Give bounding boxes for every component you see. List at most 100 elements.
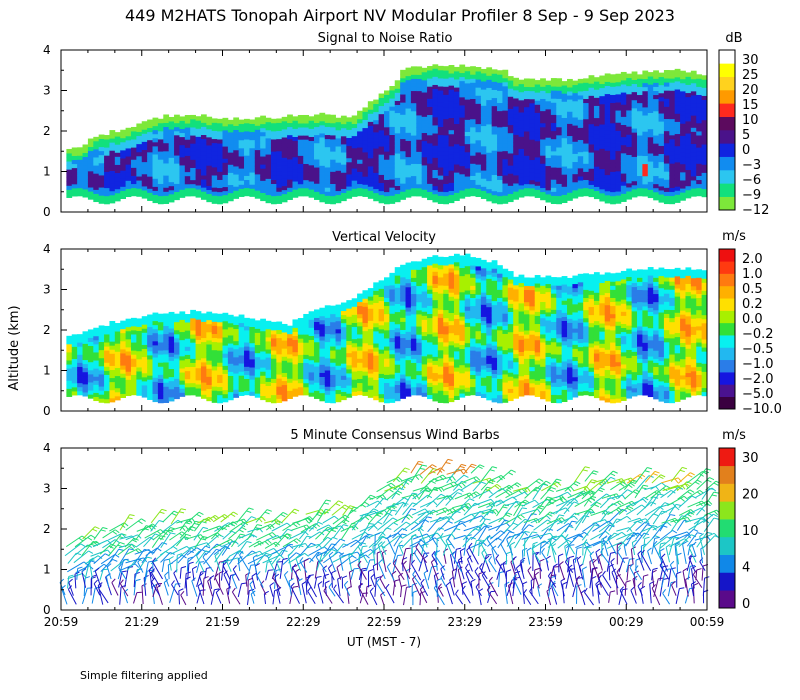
data-cell [502,134,509,139]
data-cell [599,176,606,182]
data-cell [507,161,514,166]
data-cell [421,380,428,385]
data-cell [384,354,390,359]
data-cell [475,342,482,348]
data-cell [346,129,353,134]
data-cell [394,141,401,146]
data-cell [410,123,417,128]
data-cell [663,130,670,136]
data-cell [120,344,126,350]
data-cell [427,102,433,107]
data-cell [421,79,428,85]
data-cell [427,159,433,164]
data-cell [394,100,401,105]
data-cell [104,163,110,168]
data-cell [653,179,659,185]
data-cell [443,297,449,302]
data-cell [448,385,455,390]
data-cell [357,390,363,396]
data-cell [459,279,466,285]
data-cell [362,391,369,396]
data-cell [357,171,363,176]
data-cell [195,116,202,121]
data-cell [486,172,493,178]
data-cell [152,344,159,350]
data-cell [77,151,83,156]
data-cell [330,126,336,132]
data-cell [405,100,412,105]
data-cell [599,136,606,141]
data-cell [502,166,509,172]
data-cell [437,272,444,278]
data-cell [276,158,283,164]
data-cell [308,363,315,369]
data-cell [281,364,288,369]
data-cell [561,81,568,86]
data-cell [400,126,406,131]
data-cell [663,134,670,140]
data-cell [168,315,175,321]
data-cell [642,163,649,169]
data-cell [71,163,78,169]
data-cell [125,363,132,368]
data-cell [475,286,482,291]
data-cell [206,311,213,317]
data-cell [174,183,180,188]
data-cell [502,146,509,152]
data-cell [362,314,369,319]
data-cell [340,351,347,356]
data-cell [405,282,412,288]
data-cell [545,145,552,150]
data-cell [604,126,611,131]
data-cell [405,116,412,121]
data-cell [427,390,433,396]
data-cell [475,383,482,388]
data-cell [631,132,638,137]
data-cell [658,145,665,150]
data-cell [98,325,105,330]
data-cell [233,332,240,338]
data-cell [437,264,444,270]
data-cell [378,162,385,167]
data-cell [147,326,153,332]
data-cell [545,137,552,142]
data-cell [324,337,331,343]
data-cell [518,193,525,198]
data-cell [680,127,686,132]
data-cell [244,317,250,323]
data-cell [324,191,331,196]
data-cell [200,390,207,395]
data-cell [340,139,347,145]
data-cell [588,192,595,198]
data-cell [319,384,326,390]
data-cell [405,112,412,117]
data-cell [184,342,191,347]
data-cell [120,129,126,135]
data-cell [421,327,428,333]
data-cell [534,100,541,105]
data-cell [464,164,471,169]
data-cell [104,159,110,164]
data-cell [523,118,530,124]
data-cell [384,126,390,132]
data-cell [475,274,482,279]
data-cell [572,157,579,163]
data-cell [443,293,449,298]
data-cell [340,338,347,344]
data-cell [669,106,676,112]
data-cell [588,140,595,145]
data-cell [410,131,417,136]
data-cell [669,171,676,176]
data-cell [427,265,433,270]
data-cell [421,274,428,280]
data-cell [647,161,654,166]
data-cell [658,198,665,203]
data-cell [152,150,159,155]
data-cell [152,357,159,362]
data-cell [448,154,455,159]
data-cell [523,143,530,148]
data-cell [658,161,665,167]
data-cell [82,144,89,149]
data-cell [254,133,261,138]
